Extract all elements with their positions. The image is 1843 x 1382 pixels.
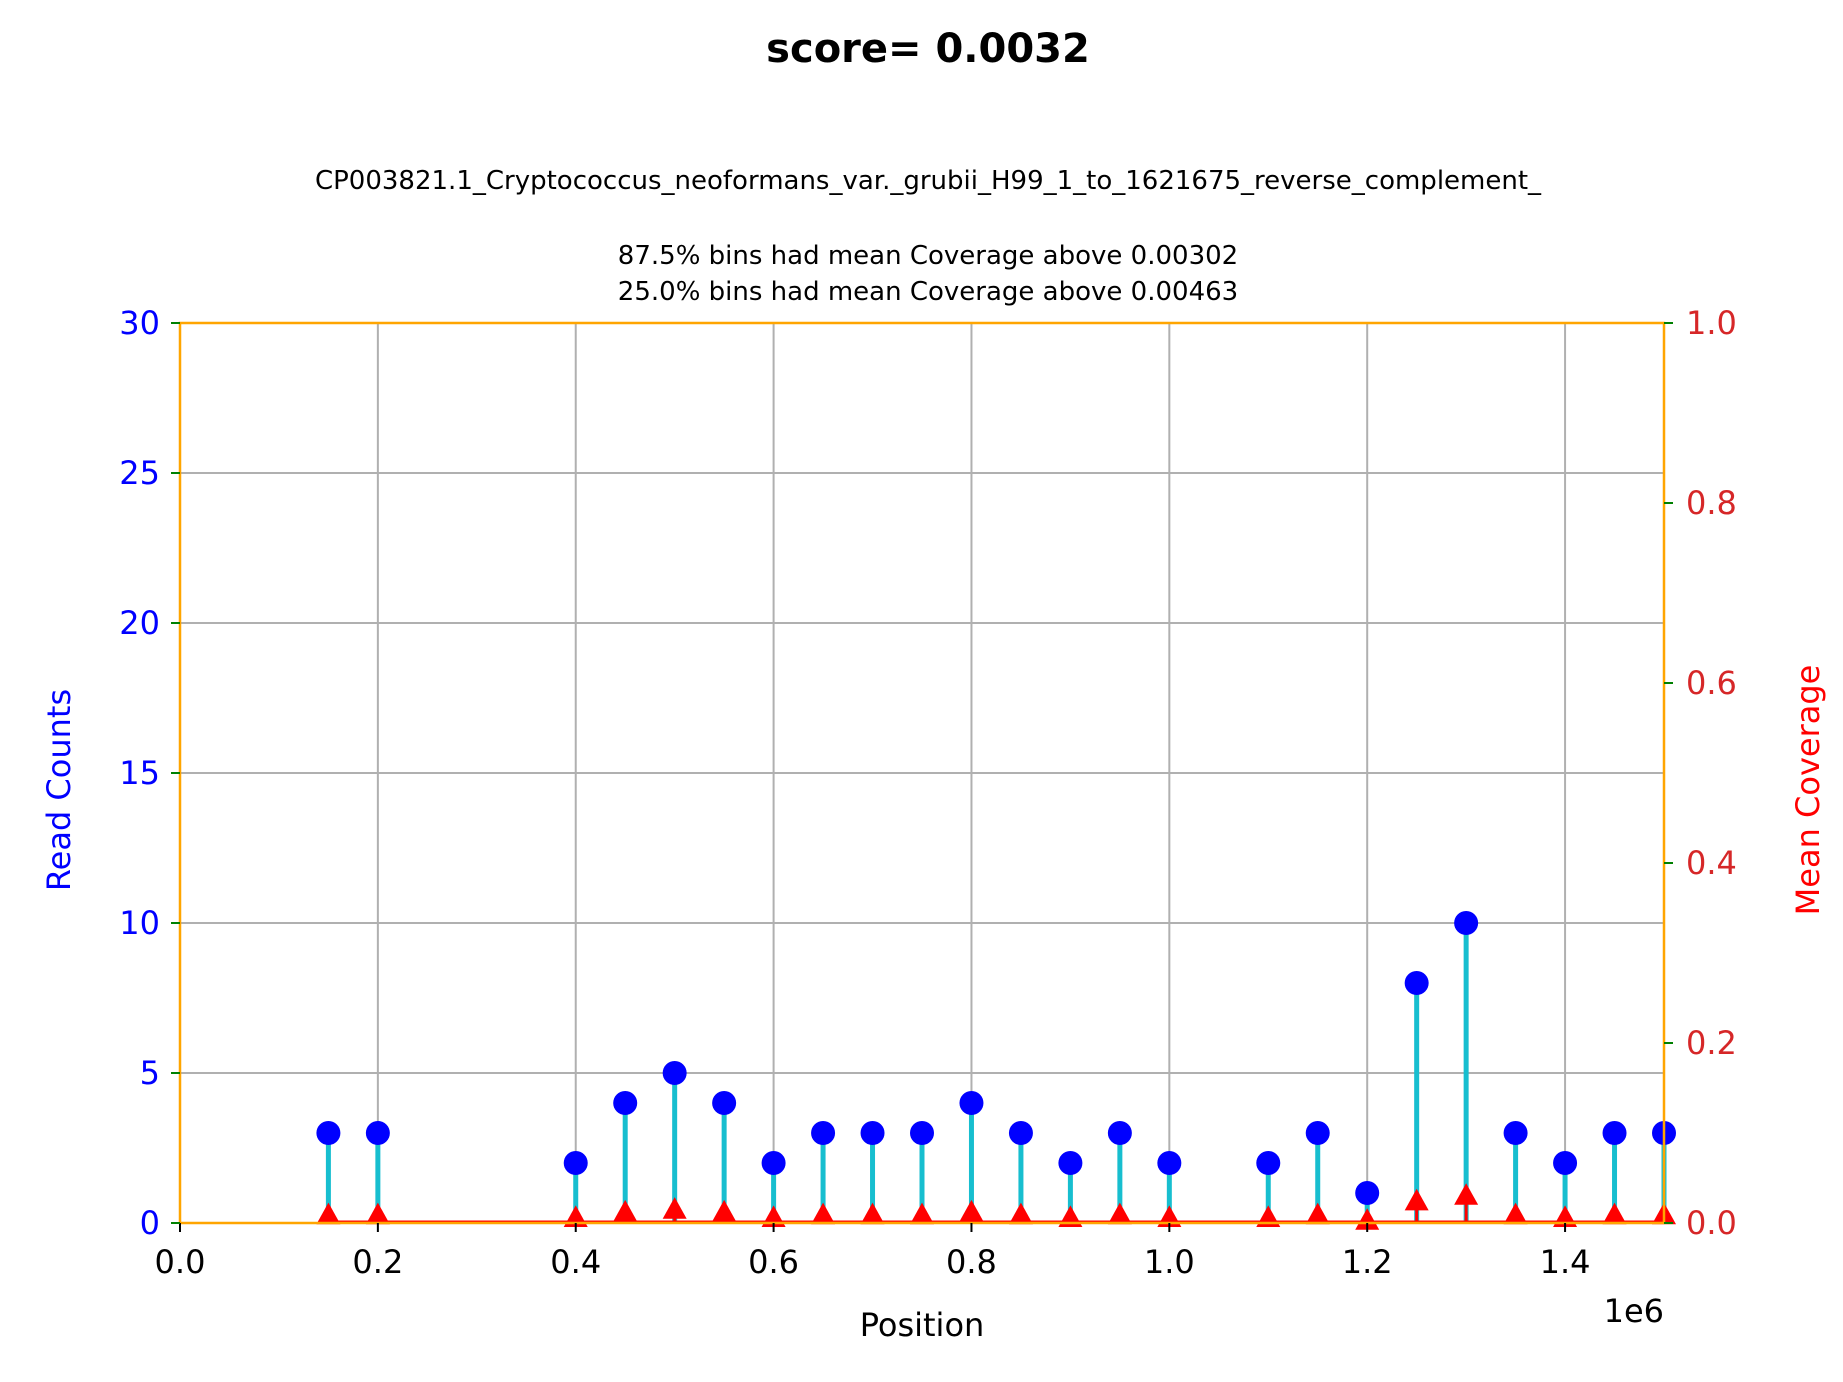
coverage-marker bbox=[1305, 1202, 1330, 1225]
coverage-marker bbox=[1256, 1205, 1281, 1228]
right-axis-label: Mean Coverage bbox=[1789, 665, 1827, 916]
coverage-marker bbox=[613, 1199, 638, 1222]
count-marker bbox=[1008, 1121, 1033, 1145]
count-marker bbox=[662, 1061, 687, 1085]
count-marker bbox=[1107, 1121, 1132, 1145]
right-tick-label: 1.0 bbox=[1686, 304, 1737, 342]
coverage-marker bbox=[1553, 1205, 1578, 1228]
left-axis-label: Read Counts bbox=[40, 689, 78, 891]
count-marker bbox=[365, 1121, 390, 1145]
coverage-marker bbox=[365, 1202, 390, 1225]
count-marker bbox=[712, 1091, 737, 1115]
x-tick-label: 1.2 bbox=[1342, 1243, 1393, 1281]
coverage-marker bbox=[910, 1202, 934, 1225]
left-tick-label: 25 bbox=[119, 454, 160, 492]
grid bbox=[179, 323, 1664, 1223]
coverage-marker bbox=[1107, 1202, 1132, 1225]
count-marker bbox=[1454, 911, 1479, 935]
count-marker bbox=[959, 1091, 984, 1115]
x-tick-label: 0.6 bbox=[748, 1243, 799, 1281]
right-tick-label: 0.0 bbox=[1686, 1204, 1737, 1242]
count-marker bbox=[811, 1121, 836, 1145]
coverage-marker bbox=[662, 1197, 687, 1219]
right-tick-label: 0.6 bbox=[1686, 664, 1737, 702]
x-tick-label: 0.0 bbox=[155, 1243, 206, 1281]
left-tick-label: 5 bbox=[140, 1054, 160, 1092]
coverage-marker bbox=[1404, 1188, 1429, 1211]
left-tick-label: 15 bbox=[119, 754, 160, 792]
coverage-marker bbox=[959, 1199, 984, 1222]
coverage-marker bbox=[811, 1202, 836, 1225]
coverage-marker bbox=[761, 1205, 786, 1228]
coverage-marker bbox=[1157, 1205, 1182, 1228]
chart-subtitle: CP003821.1_Cryptococcus_neoformans_var._… bbox=[315, 166, 1542, 196]
coverage-marker bbox=[1454, 1183, 1479, 1205]
count-marker bbox=[910, 1121, 934, 1145]
count-marker bbox=[613, 1091, 638, 1115]
count-marker bbox=[1058, 1151, 1083, 1175]
count-marker bbox=[860, 1121, 885, 1145]
coverage-marker bbox=[860, 1202, 885, 1225]
x-offset-label: 1e6 bbox=[1604, 1292, 1664, 1330]
coverage-note-1: 87.5% bins had mean Coverage above 0.003… bbox=[618, 241, 1238, 271]
coverage-marker bbox=[1008, 1202, 1033, 1225]
x-tick-label: 0.4 bbox=[550, 1243, 601, 1281]
coverage-marker bbox=[1602, 1202, 1627, 1225]
x-tick-label: 0.8 bbox=[946, 1243, 997, 1281]
count-marker bbox=[316, 1121, 341, 1145]
count-marker bbox=[1157, 1151, 1182, 1175]
count-marker bbox=[1602, 1121, 1627, 1145]
coverage-marker bbox=[1355, 1208, 1380, 1230]
left-tick-label: 20 bbox=[119, 604, 160, 642]
coverage-marker bbox=[563, 1205, 588, 1228]
count-marker bbox=[1355, 1181, 1380, 1205]
coverage-marker bbox=[1058, 1205, 1083, 1228]
count-marker bbox=[761, 1151, 786, 1175]
left-tick-label: 0 bbox=[140, 1204, 160, 1242]
axis-ticks: 0.0 0.2 0.4 0.6 0.8 1.0 1.2 1.4 0 5 10 15 20 25 30 0.0 0… bbox=[119, 304, 1737, 1281]
x-tick-label: 0.2 bbox=[352, 1243, 403, 1281]
left-tick-label: 10 bbox=[119, 904, 160, 942]
coverage-note-2: 25.0% bins had mean Coverage above 0.004… bbox=[618, 277, 1238, 307]
x-tick-label: 1.4 bbox=[1540, 1243, 1591, 1281]
left-tick-label: 30 bbox=[119, 304, 160, 342]
count-markers bbox=[316, 911, 1676, 1205]
right-tick-label: 0.2 bbox=[1686, 1024, 1737, 1062]
chart-title: score= 0.0032 bbox=[766, 26, 1090, 72]
count-marker bbox=[1256, 1151, 1281, 1175]
count-marker bbox=[1305, 1121, 1330, 1145]
right-tick-label: 0.4 bbox=[1686, 844, 1737, 882]
coverage-marker bbox=[1503, 1202, 1528, 1225]
count-marker bbox=[563, 1151, 588, 1175]
count-marker bbox=[1553, 1151, 1578, 1175]
coverage-markers bbox=[316, 1183, 1676, 1230]
coverage-marker bbox=[712, 1199, 737, 1222]
count-marker bbox=[1503, 1121, 1528, 1145]
x-axis-label: Position bbox=[860, 1306, 985, 1344]
x-tick-label: 1.0 bbox=[1144, 1243, 1195, 1281]
coverage-marker bbox=[316, 1202, 341, 1225]
count-marker bbox=[1404, 971, 1429, 995]
right-tick-label: 0.8 bbox=[1686, 484, 1737, 522]
